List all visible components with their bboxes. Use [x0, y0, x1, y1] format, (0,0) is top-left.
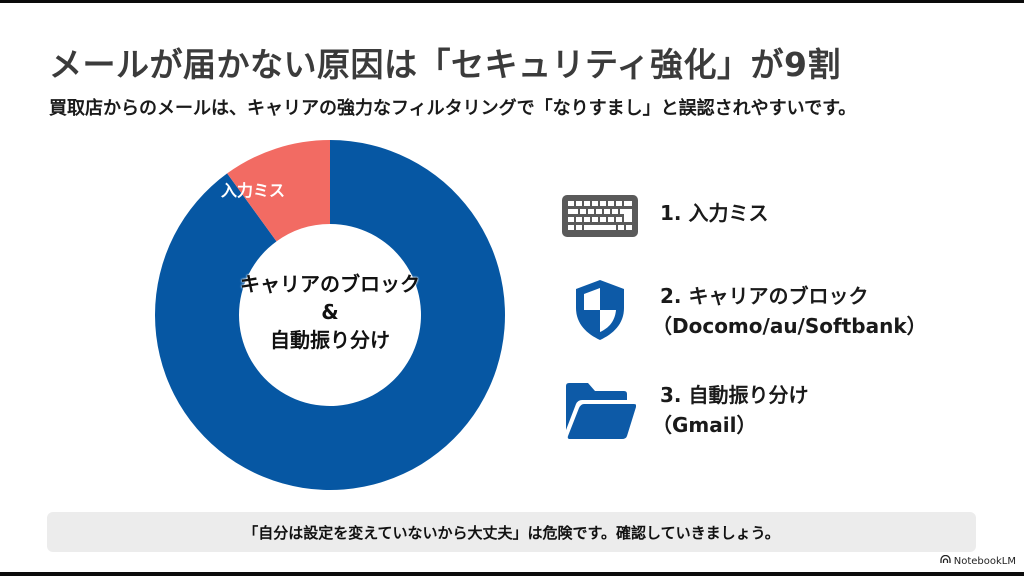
legend-label-auto-sort-main: 3. 自動振り分け: [660, 383, 809, 407]
legend-label-carrier-block-main: 2. キャリアのブロック: [660, 284, 869, 308]
folder-icon: [564, 382, 637, 444]
warning-callout: 「自分は設定を変えていないから大丈夫」は危険です。確認していきましょう。: [47, 512, 976, 552]
brand-watermark: NotebookLM: [940, 554, 1016, 567]
keyboard-icon: [562, 195, 638, 241]
donut-slice-input-error: [227, 140, 330, 242]
center-label-line3: 自動振り分け: [270, 328, 390, 352]
shield-icon: [572, 278, 628, 346]
center-label-line1: キャリアのブロック: [240, 272, 420, 296]
legend-label-auto-sort: 3. 自動振り分け （Gmail）: [652, 380, 809, 440]
donut-center-label: キャリアのブロック & 自動振り分け: [155, 270, 505, 354]
legend-label-input-error: 1. 入力ミス: [660, 201, 769, 225]
legend-label-auto-sort-sub: （Gmail）: [652, 413, 757, 437]
donut-chart-svg: [155, 140, 505, 490]
slide-subtitle: 買取店からのメールは、キャリアの強力なフィルタリングで「なりすまし」と誤認されや…: [49, 98, 857, 119]
legend-label-carrier-block: 2. キャリアのブロック （Docomo/au/Softbank）: [652, 281, 927, 341]
donut-chart: 入力ミス キャリアのブロック & 自動振り分け: [155, 140, 505, 490]
legend-label-carrier-block-sub: （Docomo/au/Softbank）: [652, 314, 927, 338]
brand-name: NotebookLM: [953, 555, 1016, 567]
center-label-line2: &: [321, 300, 339, 324]
donut-slice-carrier-block: [155, 140, 505, 490]
frame-top-bar: [0, 0, 1024, 3]
slide-title: メールが届かない原因は「セキュリティ強化」が9割: [49, 45, 841, 84]
slice-label-input-error: 入力ミス: [221, 181, 286, 200]
callout-text: 「自分は設定を変えていないから大丈夫」は危険です。確認していきましょう。: [243, 523, 780, 542]
frame-bottom-bar: [0, 572, 1024, 576]
notebooklm-logo-icon: [940, 554, 951, 567]
